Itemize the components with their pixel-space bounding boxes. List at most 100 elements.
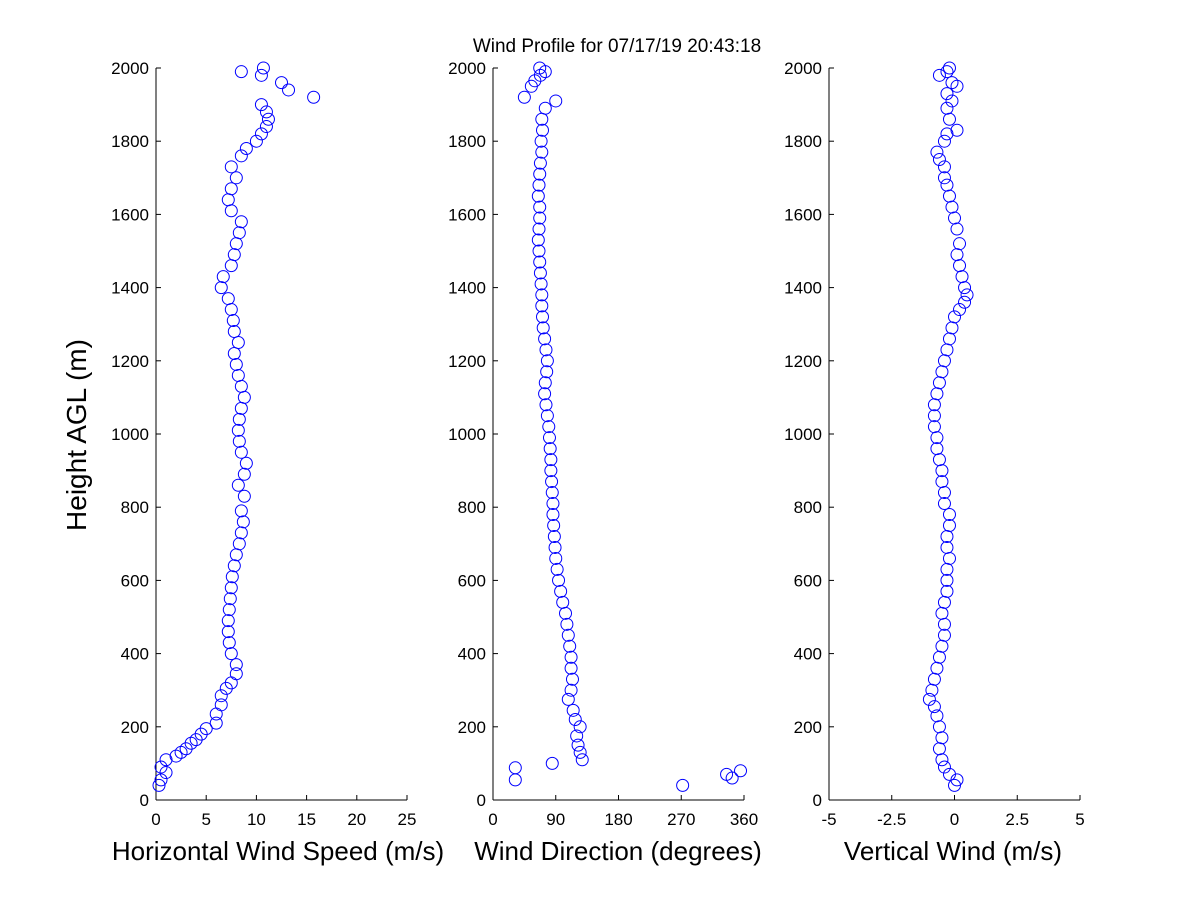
- y-tick-label: 2000: [448, 59, 486, 78]
- data-point: [229, 357, 243, 371]
- x-tick-label: 0: [151, 810, 160, 829]
- data-point: [234, 215, 248, 229]
- data-point: [234, 445, 248, 459]
- data-point: [533, 68, 547, 82]
- figure-title: Wind Profile for 07/17/19 20:43:18: [473, 36, 761, 57]
- data-point: [948, 778, 961, 792]
- data-point: [563, 639, 577, 653]
- data-point: [734, 764, 748, 778]
- data-point: [720, 767, 734, 781]
- data-point: [232, 412, 246, 426]
- data-point: [930, 709, 944, 723]
- data-point: [159, 766, 173, 780]
- data-point: [227, 248, 241, 262]
- y-tick-label: 0: [813, 791, 822, 810]
- data-point: [540, 354, 554, 368]
- data-point: [948, 310, 961, 324]
- data-point: [545, 486, 559, 500]
- x-tick-label: 2.5: [1005, 810, 1029, 829]
- data-point: [942, 767, 956, 781]
- data-point: [564, 683, 578, 697]
- data-point: [538, 332, 552, 346]
- data-point: [223, 592, 237, 606]
- y-tick-label: 2000: [784, 59, 822, 78]
- y-tick-label: 600: [458, 571, 486, 590]
- x-tick-label: 5: [201, 810, 210, 829]
- data-point: [543, 442, 557, 456]
- data-point: [556, 595, 570, 609]
- data-point: [935, 475, 949, 489]
- data-point: [940, 65, 954, 79]
- data-point: [549, 551, 563, 565]
- x-tick-label: 180: [604, 810, 632, 829]
- data-point: [942, 61, 956, 75]
- data-point: [261, 112, 275, 126]
- data-point: [953, 303, 967, 317]
- data-point: [224, 647, 238, 661]
- data-point: [542, 420, 556, 434]
- x-axis-label: Wind Direction (degrees): [474, 836, 762, 866]
- data-point: [533, 266, 547, 280]
- data-point: [571, 738, 585, 752]
- data-point: [540, 409, 554, 423]
- data-point: [564, 661, 578, 675]
- data-point: [254, 127, 268, 141]
- data-point: [927, 409, 941, 423]
- y-tick-label: 1400: [111, 279, 149, 298]
- x-tick-label: 0: [488, 810, 497, 829]
- data-point: [225, 570, 239, 584]
- data-point: [545, 756, 559, 770]
- vertical-wind-panel: -5 -2.5 0 2.5 5 0 200 400 600 800 1000 1200 1400 1600…: [784, 59, 1085, 866]
- data-point: [159, 753, 173, 767]
- data-point: [547, 519, 561, 532]
- data-point: [227, 559, 241, 573]
- data-point: [950, 123, 964, 137]
- data-point: [224, 581, 238, 595]
- y-tick-label: 800: [794, 498, 822, 517]
- data-point: [234, 65, 248, 79]
- data-point: [532, 222, 546, 236]
- y-tick-label: 1600: [111, 205, 149, 224]
- data-point: [232, 434, 246, 448]
- data-point: [561, 628, 575, 642]
- data-point: [937, 134, 951, 148]
- data-point: [229, 171, 243, 185]
- data-point: [927, 420, 941, 434]
- data-point: [533, 156, 547, 170]
- data-point: [542, 431, 556, 445]
- data-point: [221, 625, 235, 639]
- data-point: [937, 628, 951, 642]
- data-point: [226, 314, 240, 328]
- y-tick-label: 1400: [448, 279, 486, 298]
- data-point: [932, 153, 946, 166]
- data-point: [575, 753, 589, 767]
- data-point: [534, 277, 548, 291]
- x-axis-label: Horizontal Wind Speed (m/s): [112, 836, 444, 866]
- x-tick-label: 15: [297, 810, 316, 829]
- data-point: [927, 700, 941, 714]
- x-axis-label: Vertical Wind (m/s): [844, 836, 1062, 866]
- data-point: [231, 478, 245, 492]
- y-tick-label: 1800: [784, 132, 822, 151]
- data-point: [535, 145, 549, 159]
- y-tick-label: 1800: [448, 132, 486, 151]
- x-tick-label: 20: [347, 810, 366, 829]
- data-point: [533, 200, 547, 214]
- data-point: [560, 617, 574, 631]
- data-point: [570, 729, 584, 743]
- data-point: [940, 101, 954, 115]
- data-point: [937, 497, 951, 511]
- speed-panel: 0 5 10 15 20 25 0 200 400 600 800 1000 1200 1400 1600 1…: [111, 59, 444, 866]
- data-point: [214, 281, 228, 295]
- data-point: [152, 778, 166, 792]
- data-point: [534, 134, 548, 148]
- data-point: [552, 573, 566, 587]
- data-point: [234, 504, 248, 518]
- data-point: [546, 508, 560, 522]
- y-tick-label: 800: [458, 498, 486, 517]
- data-point: [960, 288, 974, 302]
- data-point: [940, 127, 954, 141]
- y-tick-label: 0: [477, 791, 486, 810]
- data-point: [216, 270, 230, 284]
